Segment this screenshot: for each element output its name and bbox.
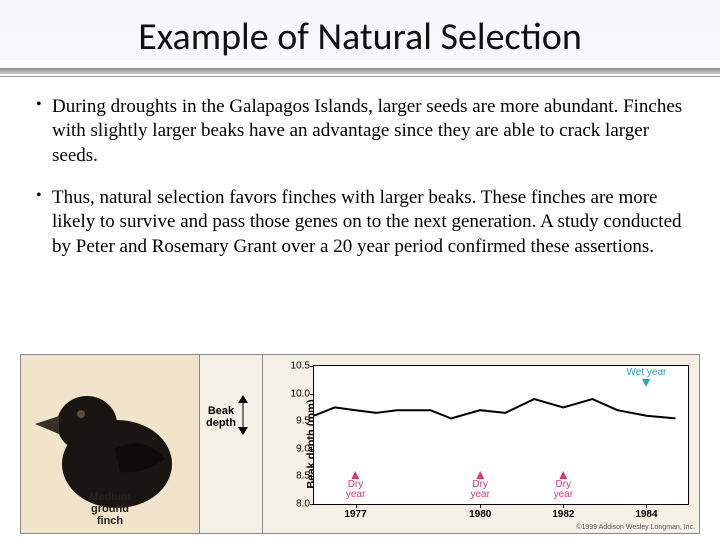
page-title: Example of Natural Selection — [0, 0, 720, 68]
chart-ytick: 8.5 — [282, 471, 310, 482]
chart-ytick: 8.0 — [282, 499, 310, 510]
title-underline-thin — [0, 76, 720, 77]
chart-xtick: 1982 — [552, 509, 574, 520]
bullet-text: During droughts in the Galapagos Islands… — [52, 95, 684, 168]
chart-ytick: 9.5 — [282, 416, 310, 427]
body-text: • During droughts in the Galapagos Islan… — [0, 95, 720, 259]
chart-xtick: 1977 — [344, 509, 366, 520]
beak-depth-label: Beakdepth — [206, 405, 236, 429]
chart-annotation-dry: Dryyear — [554, 471, 573, 500]
chart-xtick: 1980 — [469, 509, 491, 520]
chart-plot-area: 8.08.59.09.510.010.51977198019821984Dryy… — [313, 365, 689, 505]
finch-label: Medium ground finch — [89, 491, 131, 527]
bullet-item: • Thus, natural selection favors finches… — [36, 186, 684, 259]
chart-ytick: 10.5 — [282, 361, 310, 372]
bullet-text: Thus, natural selection favors finches w… — [52, 186, 684, 259]
chart-annotation-dry: Dryyear — [470, 471, 489, 500]
figure-row: Medium ground finch Beakdepth Beak depth… — [0, 354, 720, 540]
title-underline — [0, 68, 720, 74]
chart-annotation-dry: Dryyear — [346, 471, 365, 500]
beak-depth-arrow-icon — [236, 395, 250, 435]
beak-depth-panel: Beakdepth — [200, 354, 262, 534]
finch-illustration: Medium ground finch — [20, 354, 200, 534]
chart-annotation-wet: Wet year — [627, 368, 667, 387]
bullet-dot-icon: • — [36, 186, 52, 259]
beak-depth-chart: Beak depth (mm) 8.08.59.09.510.010.51977… — [262, 354, 700, 534]
chart-xtick: 1984 — [635, 509, 657, 520]
bullet-dot-icon: • — [36, 95, 52, 168]
chart-copyright: ©1999 Addison Wesley Longman, Inc. — [576, 524, 695, 531]
chart-ytick: 10.0 — [282, 388, 310, 399]
bullet-item: • During droughts in the Galapagos Islan… — [36, 95, 684, 168]
chart-ytick: 9.0 — [282, 443, 310, 454]
